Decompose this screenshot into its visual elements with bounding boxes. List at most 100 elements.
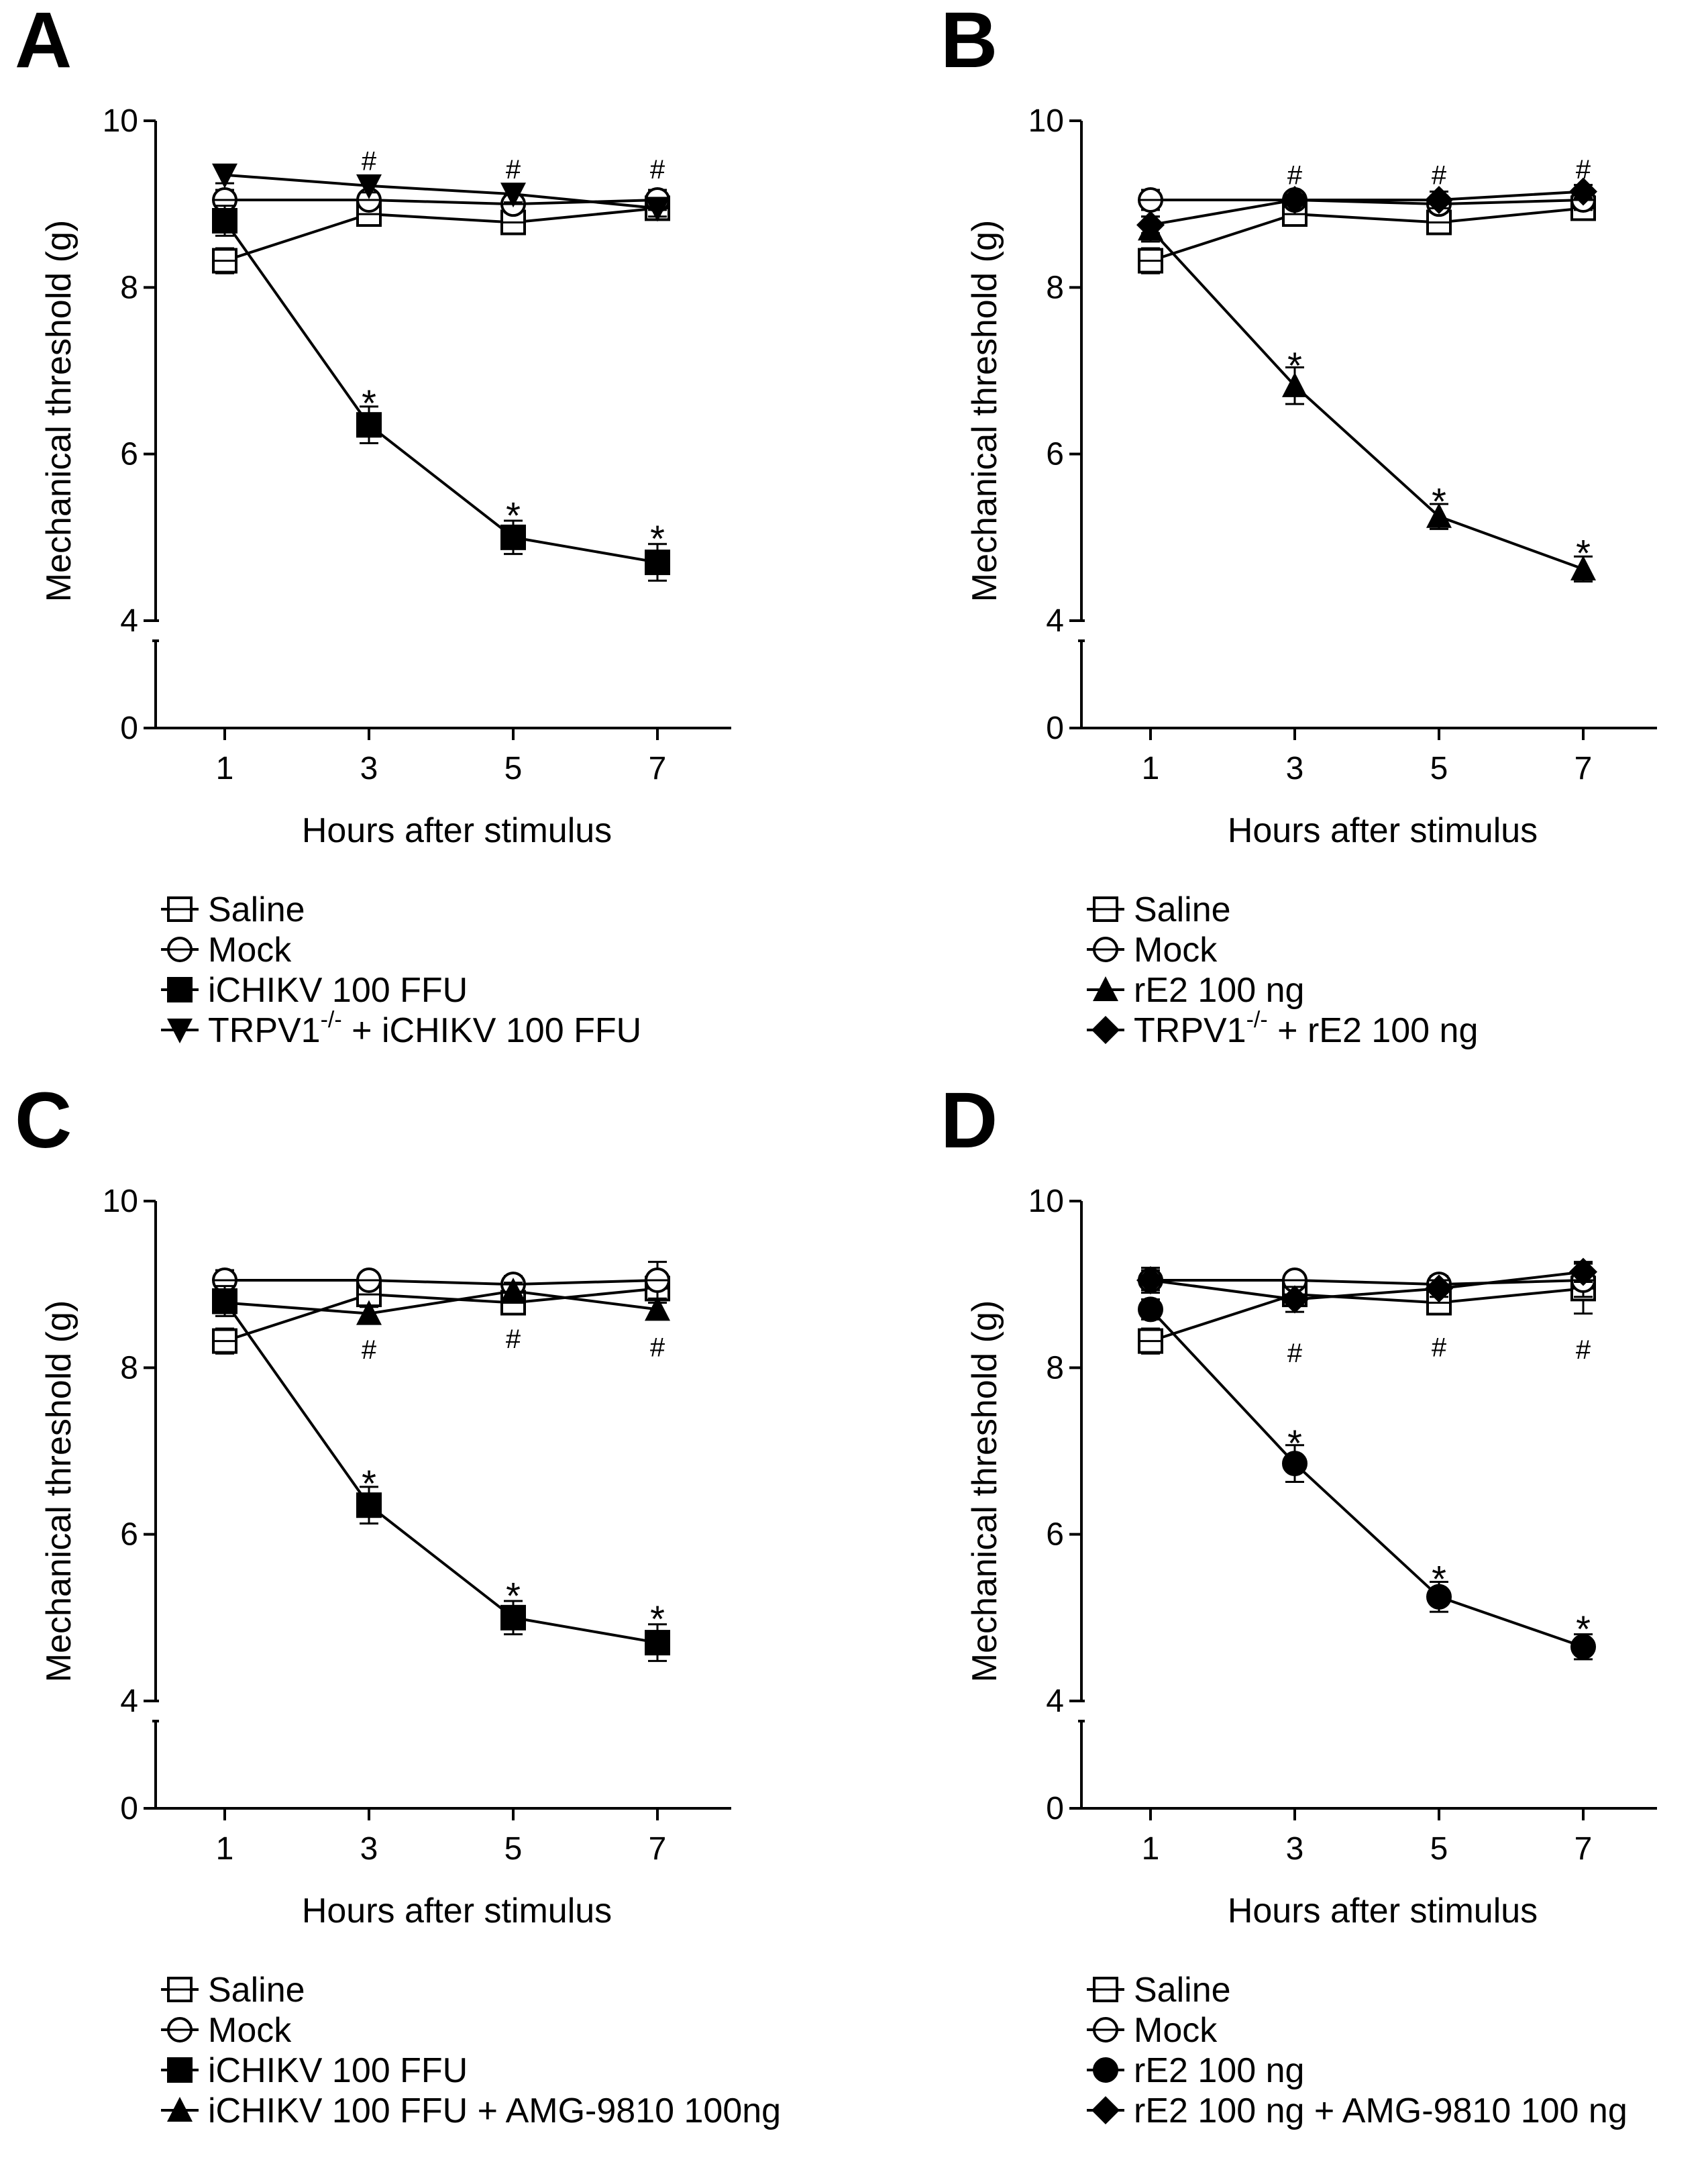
series-0 — [212, 195, 670, 274]
y-tick-label: 4 — [1046, 1684, 1064, 1719]
significance-hash: # — [506, 155, 521, 185]
y-tick-label: 4 — [1046, 603, 1064, 639]
legend-label: Saline — [208, 1971, 305, 2010]
legend-label: rE2 100 ng + AMG-9810 100 ng — [1134, 2091, 1627, 2130]
x-tick-label: 5 — [1430, 751, 1448, 786]
legend-label-superscript: -/- — [321, 1007, 342, 1033]
y-tick-label: 6 — [1046, 437, 1064, 472]
legend-item-0: Saline — [1087, 1971, 1231, 2010]
legend-label-main: TRPV1 — [1134, 1011, 1246, 1050]
series-3 — [1136, 1257, 1597, 1314]
significance-star: * — [650, 517, 665, 560]
legend-label-main: Saline — [1134, 890, 1231, 929]
x-axis-title: Hours after stimulus — [302, 811, 612, 850]
legend-label-main: Mock — [208, 931, 292, 970]
y-tick-label: 8 — [120, 1350, 138, 1386]
significance-star: * — [1576, 1608, 1591, 1650]
y-tick-label: 8 — [1046, 270, 1064, 305]
legend-label-main: Saline — [208, 890, 305, 929]
significance-hash: # — [1576, 1335, 1591, 1365]
legend-item-1: Mock — [161, 931, 292, 970]
data-point — [356, 412, 382, 438]
y-tick-label: 6 — [120, 437, 138, 472]
series-line — [1150, 1287, 1584, 1343]
legend-label: TRPV1-/- + rE2 100 ng — [1134, 1007, 1478, 1050]
significance-star: * — [1432, 1558, 1446, 1600]
legend-label: Saline — [1134, 890, 1231, 929]
x-tick-label: 3 — [1286, 751, 1304, 786]
data-point — [1570, 556, 1596, 581]
x-tick-label: 7 — [1574, 1831, 1593, 1867]
y-axis-title: Mechanical threshold (g) — [965, 220, 1004, 602]
y-axis-title: Mechanical threshold (g) — [40, 1300, 78, 1682]
legend-label-main: rE2 100 ng — [1134, 2051, 1304, 2090]
x-tick-label: 5 — [1430, 1831, 1448, 1867]
series-3 — [212, 163, 670, 222]
x-tick-label: 7 — [1574, 751, 1593, 786]
legend-item-3: TRPV1-/- + rE2 100 ng — [1087, 1007, 1478, 1050]
series-line — [1150, 190, 1584, 227]
y-axis-title: Mechanical threshold (g) — [965, 1300, 1004, 1682]
data-point — [1570, 1634, 1596, 1660]
legend-label-main: Saline — [1134, 1971, 1231, 2010]
series-0 — [1138, 1262, 1596, 1355]
series-line — [224, 1290, 658, 1315]
legend-label: Mock — [208, 931, 292, 970]
data-point — [1136, 1265, 1165, 1294]
legend-marker — [1091, 1016, 1120, 1044]
significance-star: * — [1432, 480, 1446, 522]
y-tick-label: 10 — [1028, 103, 1064, 139]
legend-label: Saline — [208, 890, 305, 929]
legend-item-0: Saline — [161, 1971, 305, 2010]
legend-label: rE2 100 ng — [1134, 2051, 1304, 2090]
series-1 — [1138, 187, 1596, 217]
x-tick-label: 1 — [1142, 751, 1160, 786]
legend-label-main: Mock — [1134, 2011, 1218, 2050]
legend-marker — [1093, 2057, 1118, 2083]
legend-item-3: rE2 100 ng + AMG-9810 100 ng — [1087, 2091, 1627, 2130]
legend-marker — [167, 2097, 193, 2122]
legend-item-2: iCHIKV 100 FFU — [161, 2051, 468, 2090]
y-tick-label: 0 — [120, 1791, 138, 1826]
legend-label-main: TRPV1 — [208, 1011, 321, 1050]
y-tick-label: 4 — [120, 603, 138, 639]
data-point — [1281, 1285, 1309, 1314]
legend-label: TRPV1-/- + iCHIKV 100 FFU — [208, 1007, 641, 1050]
x-tick-label: 1 — [1142, 1831, 1160, 1867]
legend-label-main: iCHIKV 100 FFU — [208, 2051, 468, 2090]
legend-item-2: iCHIKV 100 FFU — [161, 971, 468, 1010]
series-2 — [1138, 215, 1596, 583]
legend-label: Mock — [208, 2011, 292, 2050]
data-point — [1569, 177, 1597, 206]
legend-item-0: Saline — [161, 890, 305, 929]
significance-star: * — [506, 1574, 521, 1616]
series-line — [225, 1278, 658, 1286]
x-tick-label: 3 — [1286, 1831, 1304, 1867]
legend-label-main: rE2 100 ng + AMG-9810 100 ng — [1134, 2091, 1627, 2130]
x-tick-label: 1 — [216, 751, 234, 786]
data-point — [1282, 1451, 1307, 1477]
series-line — [1150, 207, 1584, 262]
panel-c: 0 4 6 8 10 1 3 5 7 Hours after stimulus Mechanical… — [40, 1184, 781, 2130]
series-2 — [1138, 1296, 1596, 1661]
series-line — [223, 219, 658, 564]
data-point — [1138, 1296, 1163, 1323]
legend-item-2: rE2 100 ng — [1087, 2051, 1304, 2090]
data-point — [212, 163, 237, 189]
significance-hash: # — [1576, 155, 1591, 185]
series-line — [223, 1300, 658, 1645]
significance-hash: # — [650, 155, 665, 185]
panel-label: B — [941, 0, 998, 85]
significance-hash: # — [1287, 1339, 1303, 1368]
panel-label: D — [941, 1076, 998, 1165]
legend-label: iCHIKV 100 FFU — [208, 971, 468, 1010]
series-0 — [212, 1276, 670, 1355]
y-axis-title: Mechanical threshold (g) — [40, 220, 78, 602]
panel-b: 0 4 6 8 10 1 3 5 7 Hours after stimulus Mechanical… — [965, 103, 1657, 1050]
y-tick-label: 8 — [120, 270, 138, 305]
y-tick-label: 10 — [103, 1184, 138, 1219]
series-0 — [1138, 195, 1596, 274]
legend-marker — [1093, 976, 1118, 1001]
series-2 — [212, 1285, 670, 1662]
